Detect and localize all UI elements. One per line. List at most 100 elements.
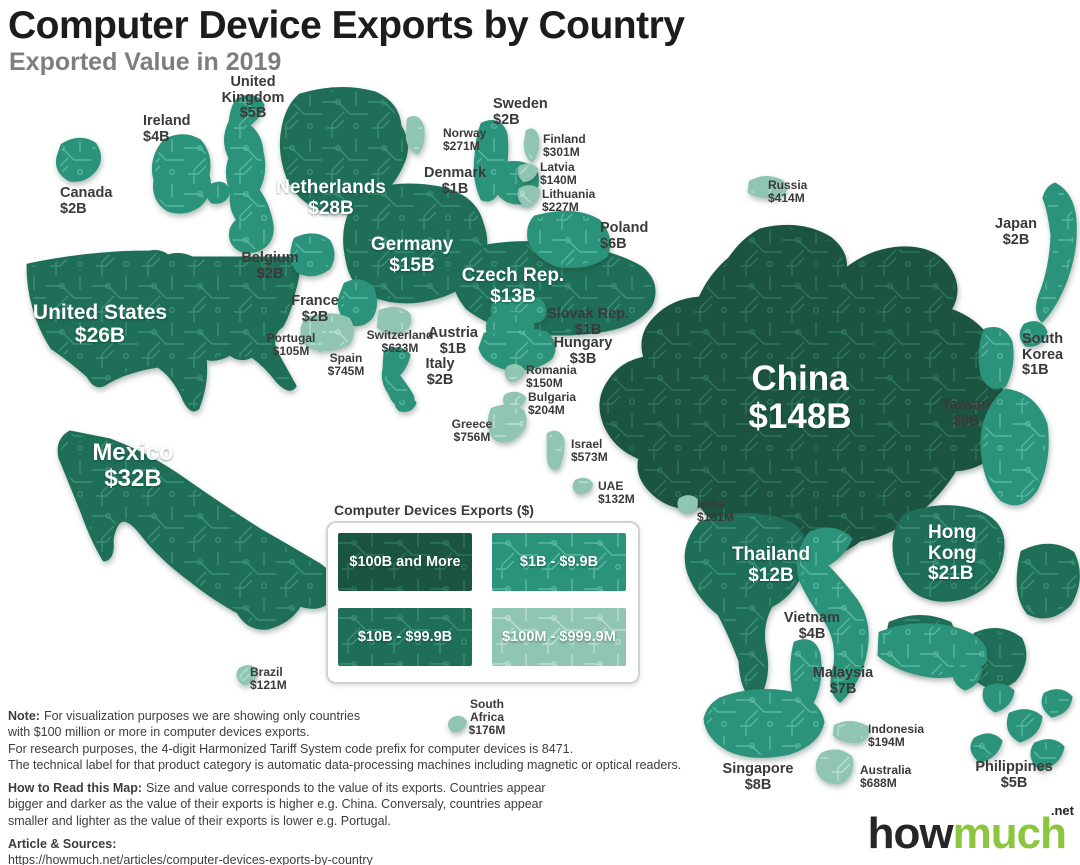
country-label-united-states: United States $26B xyxy=(32,301,168,347)
country-shape-taiwan xyxy=(980,388,1049,506)
country-name: Philippines xyxy=(975,759,1053,775)
country-shape-poland xyxy=(527,210,611,268)
country-name: Hungary xyxy=(553,335,613,351)
country-shape-northern-ireland xyxy=(206,181,231,204)
country-shape-philippines-5 xyxy=(1041,689,1073,718)
country-label-south-africa: South Africa $176M xyxy=(469,698,506,737)
country-label-vietnam: Vietnam $4B xyxy=(784,610,840,642)
country-label-lithuania: Lithuania $227M xyxy=(542,188,595,214)
country-shape-philippines-3 xyxy=(1006,709,1043,743)
country-value: $2B xyxy=(1002,231,1030,248)
country-shape-vietnam xyxy=(796,527,869,703)
country-name: Indonesia xyxy=(868,722,925,736)
country-label-philippines: Philippines $5B xyxy=(975,759,1053,791)
country-value: $573M xyxy=(571,449,608,464)
legend-swatch-label: $100M - $999.9M xyxy=(502,629,616,645)
country-value: $2B xyxy=(493,111,520,128)
country-label-hungary: Hungary $3B xyxy=(553,335,613,367)
note-line: The technical label for that product cat… xyxy=(8,757,682,772)
country-label-russia: Russia $414M xyxy=(768,179,807,205)
country-value: $5B xyxy=(239,105,267,122)
country-label-india: India $181M xyxy=(697,498,734,524)
country-name: United States xyxy=(32,301,168,324)
country-value: $745M xyxy=(327,363,365,378)
country-label-portugal: Portugal $105M xyxy=(267,332,316,358)
footer-notes: Note: For visualization purposes we are s… xyxy=(8,708,818,865)
country-value: $4B xyxy=(798,625,826,642)
country-name: Greece xyxy=(451,417,493,431)
country-label-sweden: Sweden $2B xyxy=(493,96,548,128)
country-label-poland: Poland $6B xyxy=(600,220,648,252)
country-label-uae: UAE $132M xyxy=(598,480,635,506)
country-value: $181M xyxy=(697,509,734,524)
note-label: Note: xyxy=(8,709,40,723)
country-label-australia: Australia $688M xyxy=(860,764,911,790)
country-shape-south-korea xyxy=(978,327,1014,389)
country-name: India xyxy=(697,497,726,511)
country-shape-uae xyxy=(572,477,594,495)
country-label-norway: Norway $271M xyxy=(443,127,486,153)
country-name: Israel xyxy=(571,437,603,451)
country-label-romania: Romania $150M xyxy=(526,364,577,390)
country-name: Taiwan xyxy=(941,397,991,413)
country-shape-singapore xyxy=(703,689,825,758)
legend-swatch-100m-999m: $100M - $999.9M xyxy=(492,608,626,666)
country-label-germany: Germany $15B xyxy=(371,234,453,276)
country-value: $3B xyxy=(569,350,597,367)
country-value: $301M xyxy=(543,144,580,159)
country-shape-germany xyxy=(343,183,488,304)
country-value: $227M xyxy=(542,199,579,214)
country-value: $15B xyxy=(389,254,435,276)
country-value: $150M xyxy=(526,375,563,390)
country-shape-finland xyxy=(523,128,540,163)
country-name: South Africa xyxy=(469,697,505,724)
country-name: Denmark xyxy=(423,165,487,181)
note-line: bigger and darker as the value of their … xyxy=(8,797,543,812)
country-shape-philippines-6 xyxy=(1030,739,1065,771)
country-shape-japan xyxy=(1036,182,1077,323)
country-shape-greece xyxy=(487,404,527,443)
country-value: $28B xyxy=(308,197,354,219)
note-line: Note: For visualization purposes we are s… xyxy=(8,708,818,724)
country-value: $2B xyxy=(301,308,329,325)
country-value: $105M xyxy=(272,343,310,358)
country-name: China xyxy=(751,359,849,398)
note-line: How to Read this Map: Size and value corr… xyxy=(8,780,818,796)
country-shape-hong-kong xyxy=(892,505,1005,602)
legend-swatch-label: $1B - $9.9B xyxy=(519,554,599,570)
country-name: Hong Kong xyxy=(928,522,977,564)
country-value: $32B xyxy=(104,464,162,492)
country-label-japan: Japan $2B xyxy=(995,216,1037,248)
country-value: $132M xyxy=(598,491,635,506)
country-value: $121M xyxy=(250,677,287,692)
country-name: United Kingdom xyxy=(221,74,285,106)
country-shape-south-africa xyxy=(448,715,468,733)
country-shape-indonesia xyxy=(832,721,870,744)
country-name: Austria xyxy=(428,325,478,341)
country-label-hong-kong: Hong Kong $21B xyxy=(928,522,977,585)
country-shape-latvia xyxy=(517,163,539,183)
country-name: France xyxy=(291,293,339,309)
country-shape-australia xyxy=(815,749,854,784)
country-value: $7B xyxy=(829,680,857,697)
country-value: $1B xyxy=(441,180,469,197)
country-name: Canada xyxy=(60,185,113,201)
country-name: UAE xyxy=(598,479,624,493)
country-label-denmark: Denmark $1B xyxy=(423,165,487,197)
country-value: $140M xyxy=(540,172,577,187)
country-name: Switzerland xyxy=(366,328,434,342)
country-value: $194M xyxy=(868,734,905,749)
sources-block: Article & Sources: https://howmuch.net/a… xyxy=(8,836,818,865)
country-value: $414M xyxy=(768,190,805,205)
country-label-malaysia: Malaysia $7B xyxy=(812,665,874,697)
country-name: Australia xyxy=(860,763,912,777)
country-shape-lithuania xyxy=(517,185,541,208)
country-label-israel: Israel $573M xyxy=(571,438,608,464)
country-name: Belgium xyxy=(241,250,299,266)
country-shape-thailand xyxy=(684,513,808,704)
country-label-thailand: Thailand $12B xyxy=(732,544,810,586)
country-name: Ireland xyxy=(143,113,191,129)
country-value: $623M xyxy=(381,340,419,355)
country-name: Malaysia xyxy=(812,665,874,681)
country-value: $1B xyxy=(574,321,602,338)
